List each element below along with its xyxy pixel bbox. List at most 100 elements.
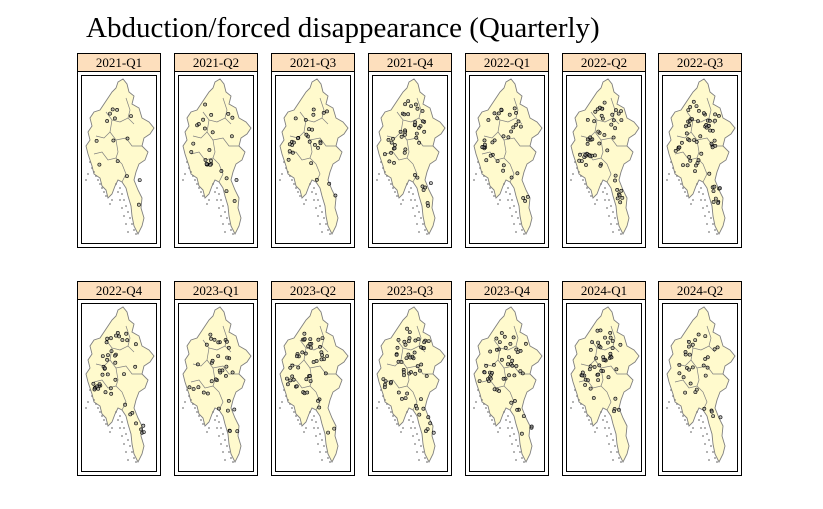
region-border	[192, 131, 208, 139]
event-point	[323, 371, 328, 376]
island	[228, 451, 230, 453]
island	[586, 415, 588, 417]
region-border	[590, 339, 620, 353]
event-point	[102, 366, 107, 371]
event-point	[316, 399, 320, 403]
island	[232, 461, 234, 463]
island	[410, 415, 412, 417]
event-point	[208, 163, 213, 167]
event-point	[711, 200, 716, 204]
island	[281, 173, 283, 175]
event-point	[515, 171, 520, 176]
event-point	[134, 342, 138, 347]
region-border	[493, 339, 523, 353]
island	[295, 187, 297, 189]
event-point	[713, 196, 718, 201]
island	[214, 191, 216, 193]
island	[666, 179, 668, 181]
region-border	[309, 139, 313, 159]
event-point	[426, 203, 431, 208]
island	[123, 199, 125, 201]
island	[121, 435, 123, 437]
island	[412, 193, 414, 195]
event-point	[592, 153, 597, 158]
event-point	[420, 109, 425, 113]
island	[212, 183, 214, 185]
event-point	[413, 120, 418, 125]
event-point	[598, 163, 603, 168]
region-border	[412, 163, 418, 183]
event-point	[596, 340, 601, 345]
event-point	[512, 373, 517, 378]
island	[610, 205, 612, 207]
country-outline	[666, 306, 736, 464]
island	[117, 191, 119, 193]
island	[386, 403, 388, 405]
event-point	[209, 379, 214, 384]
event-point	[523, 199, 528, 203]
map-area	[178, 303, 254, 472]
event-point	[204, 342, 209, 347]
event-point	[105, 119, 110, 123]
island	[479, 167, 481, 169]
event-point	[677, 145, 682, 150]
island	[119, 415, 121, 417]
event-point	[326, 430, 331, 435]
island	[220, 427, 222, 429]
event-point	[686, 344, 691, 349]
region-border	[218, 163, 224, 183]
island	[686, 423, 688, 425]
island	[511, 427, 513, 429]
event-point	[394, 353, 399, 357]
island	[499, 199, 501, 201]
island	[279, 179, 281, 181]
island	[329, 461, 331, 463]
event-point	[141, 430, 146, 435]
event-point	[403, 102, 407, 107]
region-border	[319, 97, 325, 119]
island	[218, 193, 220, 195]
event-point	[403, 342, 408, 347]
island	[218, 435, 220, 437]
island	[89, 389, 91, 391]
island	[87, 401, 89, 403]
event-point	[610, 346, 615, 351]
event-point	[501, 134, 506, 139]
island	[127, 211, 129, 213]
island	[604, 427, 606, 429]
island	[109, 431, 111, 433]
island	[479, 395, 481, 397]
event-point	[687, 155, 692, 159]
island	[206, 431, 208, 433]
island	[202, 195, 204, 197]
island	[224, 439, 226, 441]
island	[311, 191, 313, 193]
event-point	[673, 149, 678, 153]
event-point	[113, 377, 118, 382]
island	[590, 195, 592, 197]
island	[125, 223, 127, 225]
island	[602, 419, 604, 421]
island	[186, 389, 188, 391]
event-point	[125, 338, 130, 343]
island	[182, 179, 184, 181]
event-point	[511, 335, 516, 340]
island	[594, 203, 596, 205]
event-point	[134, 421, 138, 426]
event-point	[585, 118, 590, 122]
event-point	[108, 386, 113, 391]
map-area	[275, 75, 351, 244]
event-point	[595, 107, 600, 112]
island	[378, 173, 380, 175]
island	[412, 207, 414, 209]
island	[216, 187, 218, 189]
event-point	[311, 107, 316, 112]
map-panel: 2021-Q1	[77, 53, 161, 248]
event-point	[141, 423, 146, 428]
island	[87, 173, 89, 175]
island	[208, 199, 210, 201]
event-point	[316, 146, 320, 150]
map-panel: 2023-Q4	[465, 281, 549, 476]
event-point	[234, 178, 239, 182]
island	[382, 395, 384, 397]
